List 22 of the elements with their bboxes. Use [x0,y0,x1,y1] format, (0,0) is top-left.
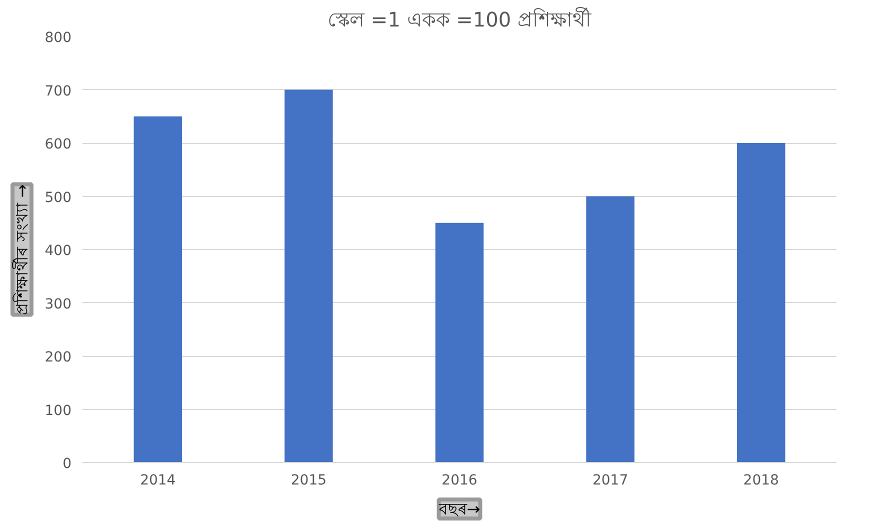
bar [435,222,484,462]
y-tick-label: 800 [44,30,72,46]
bar [284,90,333,462]
chart-title: স্কেল =1 একক =100 প্ৰশিক্ষাৰ্থী [328,8,592,32]
y-tick-label: 600 [44,136,72,152]
y-tick-label: 0 [62,456,72,472]
x-tick-label: 2014 [140,472,176,488]
y-axis-title: প্ৰশিক্ষাৰ্থীৰ সংখ্যা → [12,184,32,315]
y-tick-label: 200 [44,350,72,366]
x-tick-label: 2017 [592,472,628,488]
bar [736,143,786,462]
y-tick-label: 100 [44,402,72,419]
bar [586,196,634,462]
x-tick-label: 2016 [442,472,478,488]
y-tick-label: 400 [44,243,72,259]
bar [134,116,182,462]
y-tick-label: 700 [44,83,72,100]
x-tick-label: 2015 [290,472,327,488]
y-tick-label: 500 [44,190,72,206]
x-axis-title: বছৰ→ [438,500,480,518]
y-tick-label: 300 [44,296,72,312]
x-tick-label: 2018 [743,472,779,488]
